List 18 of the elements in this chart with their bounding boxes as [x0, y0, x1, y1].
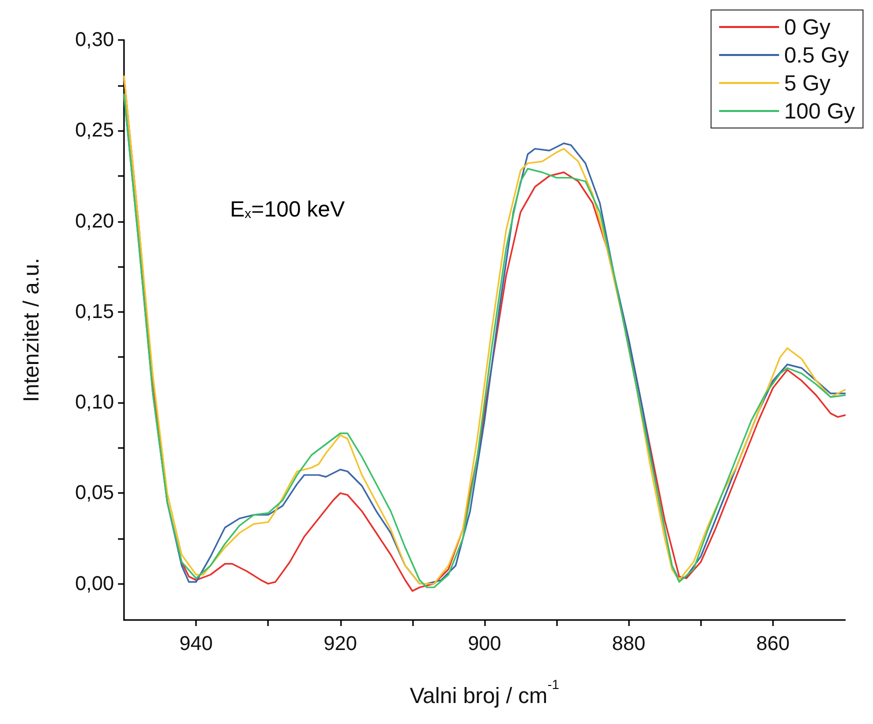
y-tick-label: 0,10 — [75, 392, 114, 414]
x-tick-label: 940 — [179, 633, 213, 655]
y-axis-title: Intenzitet / a.u. — [18, 258, 44, 402]
annotation: Ex=100 keV — [230, 196, 346, 222]
y-tick-label: 0,25 — [75, 120, 114, 142]
legend-label: 5 Gy — [784, 70, 831, 96]
y-tick-label: 0,15 — [75, 300, 114, 323]
legend-label: 100 Gy — [784, 98, 856, 124]
x-tick-label: 880 — [612, 633, 646, 655]
x-tick-label: 860 — [756, 633, 790, 655]
y-tick-label: 0,00 — [75, 572, 114, 595]
y-tick-label: 0,30 — [75, 29, 114, 51]
x-tick-label: 900 — [468, 633, 502, 655]
legend-label: 0.5 Gy — [784, 42, 849, 68]
y-tick-label: 0,05 — [75, 482, 114, 504]
x-tick-label: 920 — [324, 633, 357, 655]
legend-label: 0 Gy — [784, 14, 831, 40]
y-tick-label: 0,20 — [75, 210, 114, 232]
